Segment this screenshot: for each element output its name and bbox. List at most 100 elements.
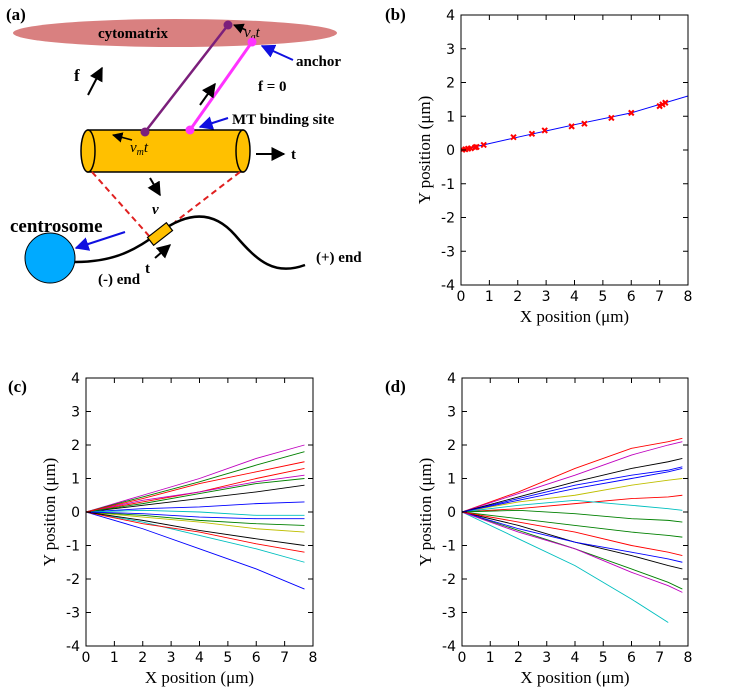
point xyxy=(473,143,480,151)
trajectory xyxy=(86,511,305,590)
dot xyxy=(247,37,257,47)
cytomatrix-label: cytomatrix xyxy=(98,26,168,42)
point xyxy=(510,133,517,141)
va-tail: t xyxy=(256,25,261,41)
point xyxy=(662,99,669,106)
y-tick-label: 1 xyxy=(446,109,455,125)
dashed-guide xyxy=(91,171,151,238)
point xyxy=(568,123,575,130)
x-tick-label: 2 xyxy=(513,289,522,305)
point xyxy=(608,114,615,122)
vm-tail: t xyxy=(144,140,149,156)
trajectory xyxy=(86,511,305,520)
panel-label: (a) xyxy=(6,5,26,24)
chart: (b) 0 1 2 3 4 5 6 7 8 -4 -3 -2 -1 0 1 2 3 4 X position (μm)… xyxy=(385,5,692,326)
x-tick-label: 1 xyxy=(110,650,119,666)
x-tick-label: 8 xyxy=(684,650,693,666)
x-tick-label: 1 xyxy=(486,650,495,666)
binding-site-label: MT binding site xyxy=(232,112,335,128)
y-tick-label: 0 xyxy=(446,143,455,159)
y-tick-label: -1 xyxy=(441,177,455,193)
y-tick-label: -2 xyxy=(66,572,80,588)
point xyxy=(628,109,635,117)
cytomatrix-ellipse xyxy=(13,19,337,47)
trajectory xyxy=(462,499,683,513)
x-tick-label: 7 xyxy=(280,650,289,666)
diagram: (a) cytomatrix vat anchor f f = 0 MT bin… xyxy=(6,5,362,288)
arrow xyxy=(260,44,294,61)
tube-end xyxy=(80,129,96,173)
trajectory xyxy=(462,468,683,513)
dot xyxy=(223,20,233,30)
x-tick-label: 0 xyxy=(82,650,91,666)
centrosome xyxy=(24,232,76,284)
zero-force-link xyxy=(188,41,254,131)
axes-frame xyxy=(461,377,689,647)
y-tick-label: -1 xyxy=(66,539,80,555)
x-tick-label: 8 xyxy=(684,289,693,305)
point xyxy=(581,120,588,127)
trajectory xyxy=(462,478,683,513)
plus-end-label: (+) end xyxy=(316,250,362,266)
x-tick-label: 4 xyxy=(571,650,580,666)
trajectory xyxy=(86,501,305,513)
x-axis-label: X position (μm) xyxy=(520,668,629,687)
tube-end xyxy=(235,129,251,173)
axes-frame xyxy=(460,14,689,286)
x-axis-label: X position (μm) xyxy=(145,668,254,687)
centrosome-label: centrosome xyxy=(10,216,103,237)
x-tick-label: 4 xyxy=(195,650,204,666)
chart: (d) 0 1 2 3 4 5 6 7 8 -4 -3 -2 -1 0 1 2 3 4 X position (μm)… xyxy=(385,371,692,687)
arrow xyxy=(233,23,247,34)
y-tick-label: 2 xyxy=(447,438,456,454)
trajectory xyxy=(462,511,683,563)
dot xyxy=(140,127,150,137)
trajectory xyxy=(86,484,305,513)
y-tick-label: 3 xyxy=(447,405,456,421)
trajectory xyxy=(462,511,683,538)
y-tick-label: 1 xyxy=(71,472,80,488)
y-axis-label: Y position (μm) xyxy=(415,96,434,205)
x-tick-label: 3 xyxy=(167,650,176,666)
y-tick-label: -2 xyxy=(441,211,455,227)
vm-sub: m xyxy=(137,147,144,158)
plot-area xyxy=(86,444,305,590)
arrow xyxy=(87,66,103,96)
trajectory xyxy=(462,457,683,513)
trajectory xyxy=(86,461,305,513)
y-axis-label: Y position (μm) xyxy=(416,458,435,567)
trajectory xyxy=(86,474,305,513)
trajectory xyxy=(462,441,683,513)
x-tick-label: 2 xyxy=(138,650,147,666)
x-tick-label: 5 xyxy=(223,650,232,666)
t-label: t xyxy=(291,147,296,163)
x-tick-label: 3 xyxy=(542,650,551,666)
trajectory xyxy=(86,511,305,526)
x-tick-label: 6 xyxy=(627,650,636,666)
y-tick-label: -3 xyxy=(66,606,80,622)
trajectory xyxy=(462,466,683,513)
y-tick-label: 0 xyxy=(71,505,80,521)
f-zero-label: f = 0 xyxy=(258,79,287,95)
arrow xyxy=(111,132,133,143)
point xyxy=(467,145,475,152)
arrow xyxy=(154,244,172,259)
y-tick-label: 2 xyxy=(446,76,455,92)
trajectory xyxy=(462,511,683,593)
v-label: v xyxy=(152,202,159,218)
x-tick-label: 5 xyxy=(599,650,608,666)
trajectory xyxy=(86,511,305,553)
trajectory xyxy=(86,478,305,513)
tube-body xyxy=(87,129,244,173)
va-base: v xyxy=(244,25,251,41)
vm-base: v xyxy=(130,140,137,156)
trajectory xyxy=(462,511,683,570)
fit-line xyxy=(461,95,688,151)
x-tick-label: 5 xyxy=(598,289,607,305)
va-sub: a xyxy=(251,32,256,43)
t-tube-label: t xyxy=(145,261,150,277)
y-tick-label: 1 xyxy=(447,472,456,488)
trajectory xyxy=(86,511,305,533)
x-tick-label: 2 xyxy=(514,650,523,666)
point xyxy=(541,127,548,134)
